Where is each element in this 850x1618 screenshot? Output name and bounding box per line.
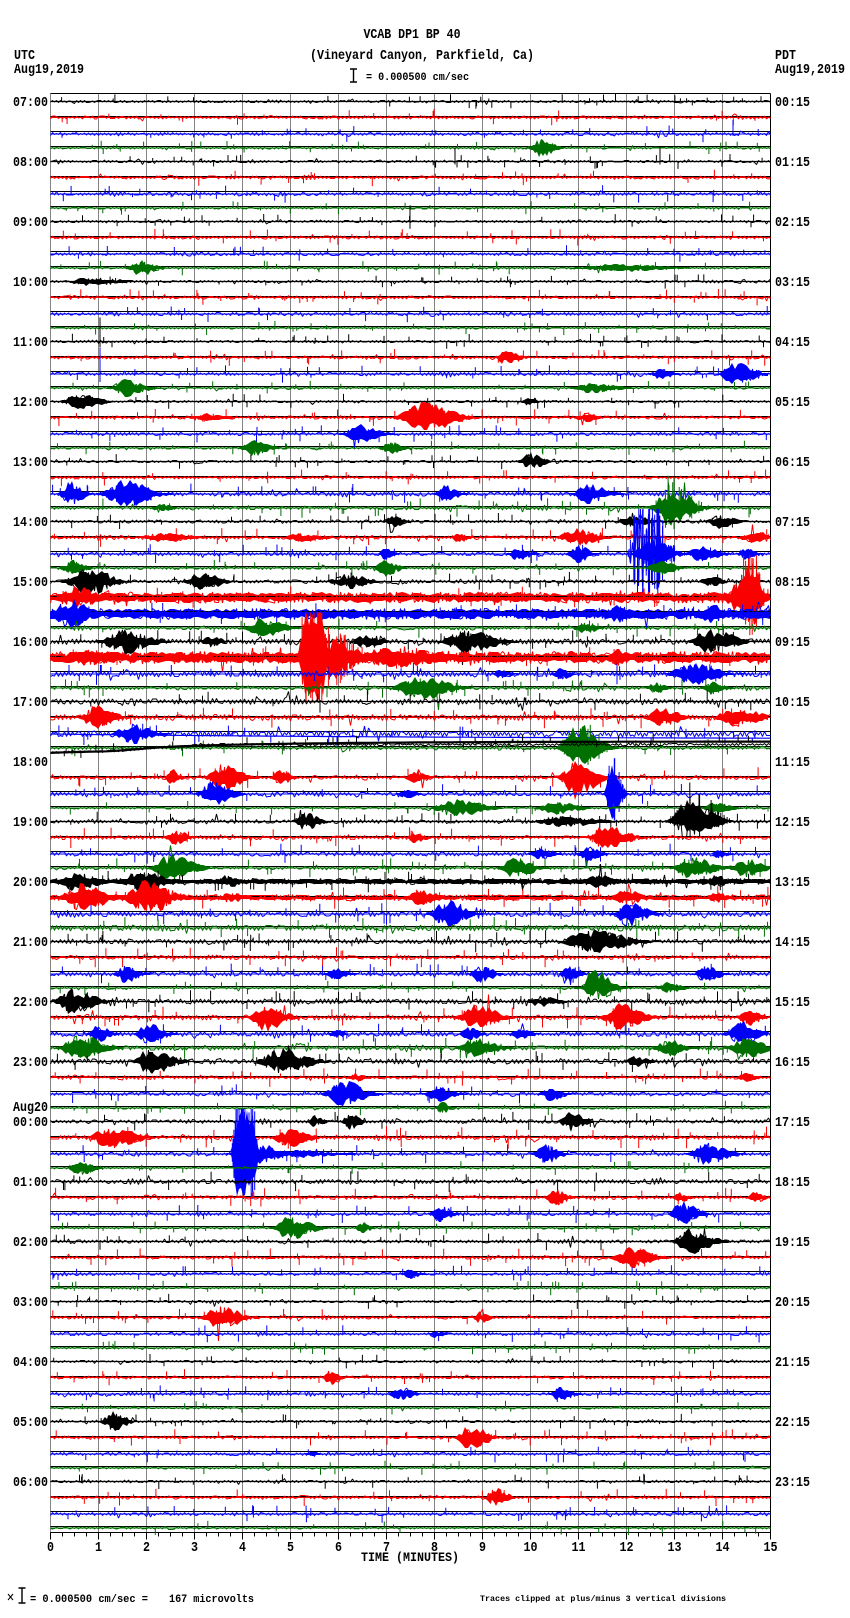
- svg-text:Aug19,2019: Aug19,2019: [775, 63, 845, 78]
- svg-text:23:15: 23:15: [775, 1476, 810, 1491]
- svg-text:9: 9: [479, 1541, 486, 1556]
- svg-text:00:15: 00:15: [775, 96, 810, 111]
- svg-text:= 0.000500 cm/sec =: = 0.000500 cm/sec =: [30, 1594, 148, 1606]
- svg-text:11: 11: [572, 1541, 586, 1556]
- svg-text:22:15: 22:15: [775, 1416, 810, 1431]
- svg-text:6: 6: [335, 1541, 342, 1556]
- svg-text:00:00: 00:00: [13, 1116, 48, 1131]
- svg-text:09:00: 09:00: [13, 216, 48, 231]
- svg-text:05:15: 05:15: [775, 396, 810, 411]
- svg-text:21:15: 21:15: [775, 1356, 810, 1371]
- svg-text:(Vineyard Canyon, Parkfield, C: (Vineyard Canyon, Parkfield, Ca): [310, 49, 534, 64]
- svg-text:20:15: 20:15: [775, 1296, 810, 1311]
- svg-text:08:15: 08:15: [775, 576, 810, 591]
- svg-text:22:00: 22:00: [13, 996, 48, 1011]
- svg-text:14: 14: [716, 1541, 730, 1556]
- svg-text:17:00: 17:00: [13, 696, 48, 711]
- svg-text:Aug20: Aug20: [13, 1101, 48, 1116]
- svg-text:18:15: 18:15: [775, 1176, 810, 1191]
- svg-text:21:00: 21:00: [13, 936, 48, 951]
- svg-text:13:15: 13:15: [775, 876, 810, 891]
- svg-text:PDT: PDT: [775, 49, 796, 64]
- svg-text:04:00: 04:00: [13, 1356, 48, 1371]
- svg-text:Traces clipped at plus/minus 3: Traces clipped at plus/minus 3 vertical …: [480, 1594, 726, 1604]
- svg-text:13:00: 13:00: [13, 456, 48, 471]
- svg-text:01:00: 01:00: [13, 1176, 48, 1191]
- svg-text:17:15: 17:15: [775, 1116, 810, 1131]
- svg-text:06:15: 06:15: [775, 456, 810, 471]
- svg-text:10:15: 10:15: [775, 696, 810, 711]
- svg-text:12:00: 12:00: [13, 396, 48, 411]
- svg-text:10: 10: [524, 1541, 538, 1556]
- svg-text:02:00: 02:00: [13, 1236, 48, 1251]
- svg-text:7: 7: [383, 1541, 390, 1556]
- svg-text:= 0.000500 cm/sec: = 0.000500 cm/sec: [366, 72, 469, 84]
- svg-text:09:15: 09:15: [775, 636, 810, 651]
- svg-text:03:00: 03:00: [13, 1296, 48, 1311]
- svg-text:10:00: 10:00: [13, 276, 48, 291]
- svg-text:15:00: 15:00: [13, 576, 48, 591]
- svg-text:4: 4: [239, 1541, 246, 1556]
- svg-text:20:00: 20:00: [13, 876, 48, 891]
- svg-text:1: 1: [95, 1541, 102, 1556]
- svg-text:04:15: 04:15: [775, 336, 810, 351]
- svg-text:8: 8: [431, 1541, 438, 1556]
- svg-text:15: 15: [764, 1541, 778, 1556]
- svg-text:12: 12: [620, 1541, 634, 1556]
- svg-text:19:00: 19:00: [13, 816, 48, 831]
- svg-text:11:00: 11:00: [13, 336, 48, 351]
- svg-text:05:00: 05:00: [13, 1416, 48, 1431]
- svg-text:07:00: 07:00: [13, 96, 48, 111]
- svg-text:18:00: 18:00: [13, 756, 48, 771]
- svg-text:11:15: 11:15: [775, 756, 810, 771]
- svg-text:23:00: 23:00: [13, 1056, 48, 1071]
- svg-text:16:15: 16:15: [775, 1056, 810, 1071]
- svg-text:16:00: 16:00: [13, 636, 48, 651]
- svg-text:14:15: 14:15: [775, 936, 810, 951]
- svg-text:12:15: 12:15: [775, 816, 810, 831]
- svg-text:02:15: 02:15: [775, 216, 810, 231]
- svg-text:19:15: 19:15: [775, 1236, 810, 1251]
- svg-text:TIME (MINUTES): TIME (MINUTES): [361, 1550, 459, 1565]
- svg-text:167 microvolts: 167 microvolts: [169, 1594, 254, 1606]
- svg-text:Aug19,2019: Aug19,2019: [14, 63, 84, 78]
- svg-text:06:00: 06:00: [13, 1476, 48, 1491]
- svg-text:08:00: 08:00: [13, 156, 48, 171]
- svg-text:15:15: 15:15: [775, 996, 810, 1011]
- svg-text:2: 2: [143, 1541, 150, 1556]
- svg-text:01:15: 01:15: [775, 156, 810, 171]
- svg-text:03:15: 03:15: [775, 276, 810, 291]
- svg-text:14:00: 14:00: [13, 516, 48, 531]
- svg-text:07:15: 07:15: [775, 516, 810, 531]
- svg-text:VCAB DP1 BP 40: VCAB DP1 BP 40: [364, 28, 461, 43]
- svg-text:3: 3: [191, 1541, 198, 1556]
- svg-text:0: 0: [47, 1541, 54, 1556]
- svg-text:UTC: UTC: [14, 49, 35, 64]
- svg-text:13: 13: [668, 1541, 682, 1556]
- svg-text:5: 5: [287, 1541, 294, 1556]
